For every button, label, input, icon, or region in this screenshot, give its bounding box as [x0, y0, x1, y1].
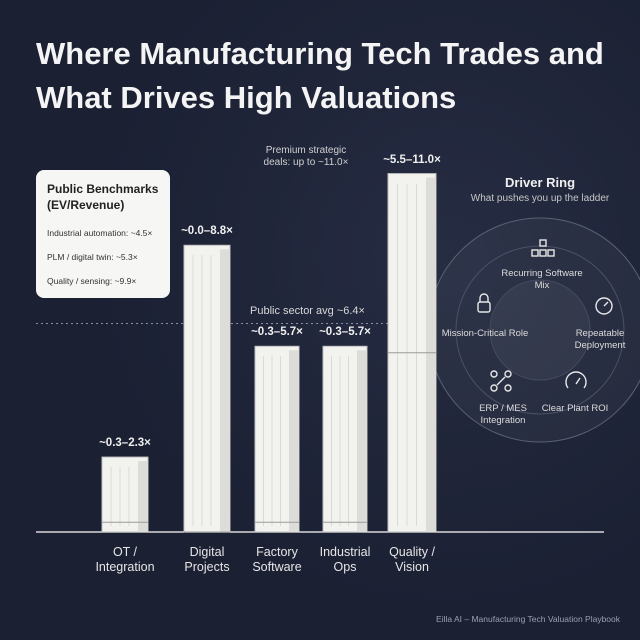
footer: Eilla AI – Manufacturing Tech Valuation … [436, 614, 620, 624]
annotation: Premium strategic deals: up to ~11.0× [263, 145, 349, 168]
icon [496, 376, 506, 386]
building-side [357, 350, 367, 532]
value-label: ~0.0–8.8× [181, 225, 233, 238]
icon [490, 384, 498, 392]
ring-subtitle: What pushes you up the ladder [470, 193, 610, 204]
driver-label: Clear Plant ROI [541, 403, 609, 414]
ring-inner [489, 279, 591, 381]
x-tick-label: Digital Projects [184, 545, 230, 574]
panel-item: PLM / digital twin: ~5.3× [47, 252, 138, 262]
building-side [426, 177, 436, 533]
title: Where Manufacturing Tech Trades and What… [36, 36, 604, 115]
icon [603, 301, 609, 307]
value-label: ~5.5–11.0× [383, 153, 441, 166]
driver-label: Mission-Critical Role [441, 328, 529, 339]
icon [479, 293, 489, 302]
benchmark-panel: Public Benchmarks (EV/Revenue) Industria… [36, 170, 170, 298]
value-label: ~0.3–5.7× [319, 326, 371, 339]
value-label: ~0.3–2.3× [99, 437, 151, 450]
icon [477, 301, 491, 313]
icon [575, 377, 581, 385]
reference-label: Public sector avg ~6.4× [250, 305, 365, 318]
icon [490, 370, 498, 378]
driver-ring [427, 217, 640, 443]
icon [539, 249, 547, 257]
panel-title: Public Benchmarks (EV/Revenue) [47, 182, 159, 212]
x-tick-label: OT / Integration [95, 545, 155, 574]
building-side [289, 350, 299, 532]
x-tick-label: Industrial Ops [319, 545, 371, 574]
building-side [220, 249, 230, 532]
icon [531, 249, 539, 257]
driver-icons [477, 239, 613, 392]
panel-item: Quality / sensing: ~9.9× [47, 276, 137, 286]
value-label: ~0.3–5.7× [251, 326, 303, 339]
ring-title: Driver Ring [504, 175, 576, 190]
icon [504, 384, 512, 392]
panel-item: Industrial automation: ~4.5× [47, 228, 153, 238]
icon [539, 239, 547, 247]
x-tick-label: Factory Software [252, 545, 302, 574]
icon [565, 371, 587, 389]
driver-label: ERP / MES Integration [479, 403, 527, 426]
x-tick-label: Quality / Vision [389, 545, 435, 574]
driver-label: Recurring Software Mix [501, 268, 583, 291]
icon [504, 370, 512, 378]
building-side [138, 461, 148, 532]
icon [595, 297, 613, 315]
icon [547, 249, 555, 257]
driver-label: Repeatable Deployment [574, 328, 626, 351]
